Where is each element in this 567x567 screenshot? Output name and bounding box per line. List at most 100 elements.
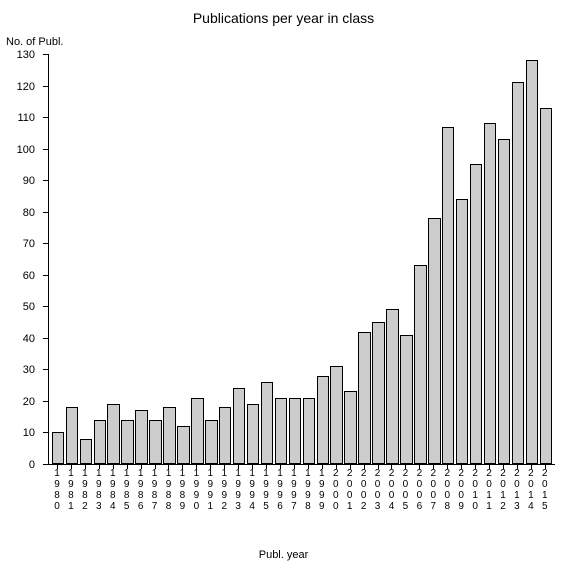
- bar: [191, 398, 204, 464]
- y-tick-label: 10: [23, 427, 35, 439]
- bar-slot: [441, 54, 455, 464]
- bar-slot: [218, 54, 232, 464]
- x-tick-label: 2 0 0 0: [332, 468, 340, 512]
- bar-slot: [302, 54, 316, 464]
- bar: [135, 410, 148, 464]
- bar: [428, 218, 441, 464]
- chart-title: Publications per year in class: [0, 10, 567, 26]
- bar: [94, 420, 107, 464]
- x-tick-label: 1 9 8 6: [137, 468, 145, 512]
- bar: [233, 388, 246, 464]
- y-tick: 120: [43, 86, 49, 87]
- x-tick-label: 1 9 8 1: [67, 468, 75, 512]
- x-tick-label: 2 0 1 5: [541, 468, 549, 512]
- y-tick: 80: [43, 212, 49, 213]
- bar-slot: [51, 54, 65, 464]
- y-tick-label: 0: [29, 459, 35, 471]
- x-tick-label: 1 9 8 4: [109, 468, 117, 512]
- x-tick-label: 1 9 9 1: [206, 468, 214, 512]
- bar-slot: [204, 54, 218, 464]
- bar-slot: [288, 54, 302, 464]
- bar-slot: [483, 54, 497, 464]
- bar: [317, 376, 330, 464]
- bar: [275, 398, 288, 464]
- bar-slot: [79, 54, 93, 464]
- y-tick: 60: [43, 275, 49, 276]
- x-tick-label: 2 0 0 2: [360, 468, 368, 512]
- x-tick-label: 1 9 9 6: [276, 468, 284, 512]
- x-tick-label: 1 9 9 4: [248, 468, 256, 512]
- bar-slot: [344, 54, 358, 464]
- bar: [414, 265, 427, 464]
- y-tick: 30: [43, 369, 49, 370]
- x-tick-label: 1 9 9 3: [234, 468, 242, 512]
- x-tick-label: 1 9 9 0: [192, 468, 200, 512]
- x-tick-label: 2 0 1 0: [471, 468, 479, 512]
- y-tick: 90: [43, 180, 49, 181]
- y-tick: 0: [43, 464, 49, 465]
- bar: [344, 391, 357, 464]
- bar: [149, 420, 162, 464]
- bar: [498, 139, 511, 464]
- x-tick-label: 1 9 8 3: [95, 468, 103, 512]
- bar-slot: [121, 54, 135, 464]
- y-tick-label: 70: [23, 238, 35, 250]
- x-tick-label: 2 0 0 6: [415, 468, 423, 512]
- y-tick: 70: [43, 243, 49, 244]
- bar-slot: [246, 54, 260, 464]
- bar-slot: [190, 54, 204, 464]
- y-tick: 110: [43, 117, 49, 118]
- x-tick-label: 1 9 8 8: [164, 468, 172, 512]
- x-axis-label: Publ. year: [0, 549, 567, 561]
- bar: [107, 404, 120, 464]
- bar: [80, 439, 93, 464]
- y-tick: 130: [43, 54, 49, 55]
- bar-slot: [358, 54, 372, 464]
- bar: [400, 335, 413, 464]
- y-tick-label: 30: [23, 364, 35, 376]
- bar: [219, 407, 232, 464]
- bar-slot: [135, 54, 149, 464]
- bar: [247, 404, 260, 464]
- bar: [358, 332, 371, 464]
- y-tick-label: 40: [23, 333, 35, 345]
- y-tick-label: 60: [23, 270, 35, 282]
- x-tick-label: 2 0 1 3: [513, 468, 521, 512]
- bar: [261, 382, 274, 464]
- bar: [66, 407, 79, 464]
- x-tick-label: 1 9 9 5: [262, 468, 270, 512]
- x-tick-label: 1 9 8 2: [81, 468, 89, 512]
- x-tick-label: 2 0 0 1: [346, 468, 354, 512]
- y-tick-label: 130: [17, 49, 35, 61]
- y-tick: 40: [43, 338, 49, 339]
- bar-slot: [511, 54, 525, 464]
- x-tick-label: 2 0 1 4: [527, 468, 535, 512]
- bar: [456, 199, 469, 464]
- x-tick-label: 1 9 8 0: [53, 468, 61, 512]
- y-tick-label: 120: [17, 81, 35, 93]
- y-tick-label: 80: [23, 207, 35, 219]
- y-axis-label: No. of Publ.: [6, 36, 63, 48]
- bar: [526, 60, 539, 464]
- y-tick-label: 90: [23, 175, 35, 187]
- bar-slot: [274, 54, 288, 464]
- bar: [121, 420, 134, 464]
- x-tick-label: 2 0 0 4: [387, 468, 395, 512]
- bar-slot: [232, 54, 246, 464]
- bar-slot: [316, 54, 330, 464]
- bar-slot: [372, 54, 386, 464]
- bar: [470, 164, 483, 464]
- x-tick-label: 2 0 1 1: [485, 468, 493, 512]
- y-tick-label: 110: [17, 112, 35, 124]
- bar: [540, 108, 553, 464]
- bar: [177, 426, 190, 464]
- x-tick-label: 1 9 8 7: [151, 468, 159, 512]
- chart-container: Publications per year in class No. of Pu…: [0, 0, 567, 567]
- bar-slot: [386, 54, 400, 464]
- bar-slot: [163, 54, 177, 464]
- bar-slot: [469, 54, 483, 464]
- bar-slot: [149, 54, 163, 464]
- bar: [163, 407, 176, 464]
- bar: [52, 432, 65, 464]
- y-tick-label: 100: [17, 144, 35, 156]
